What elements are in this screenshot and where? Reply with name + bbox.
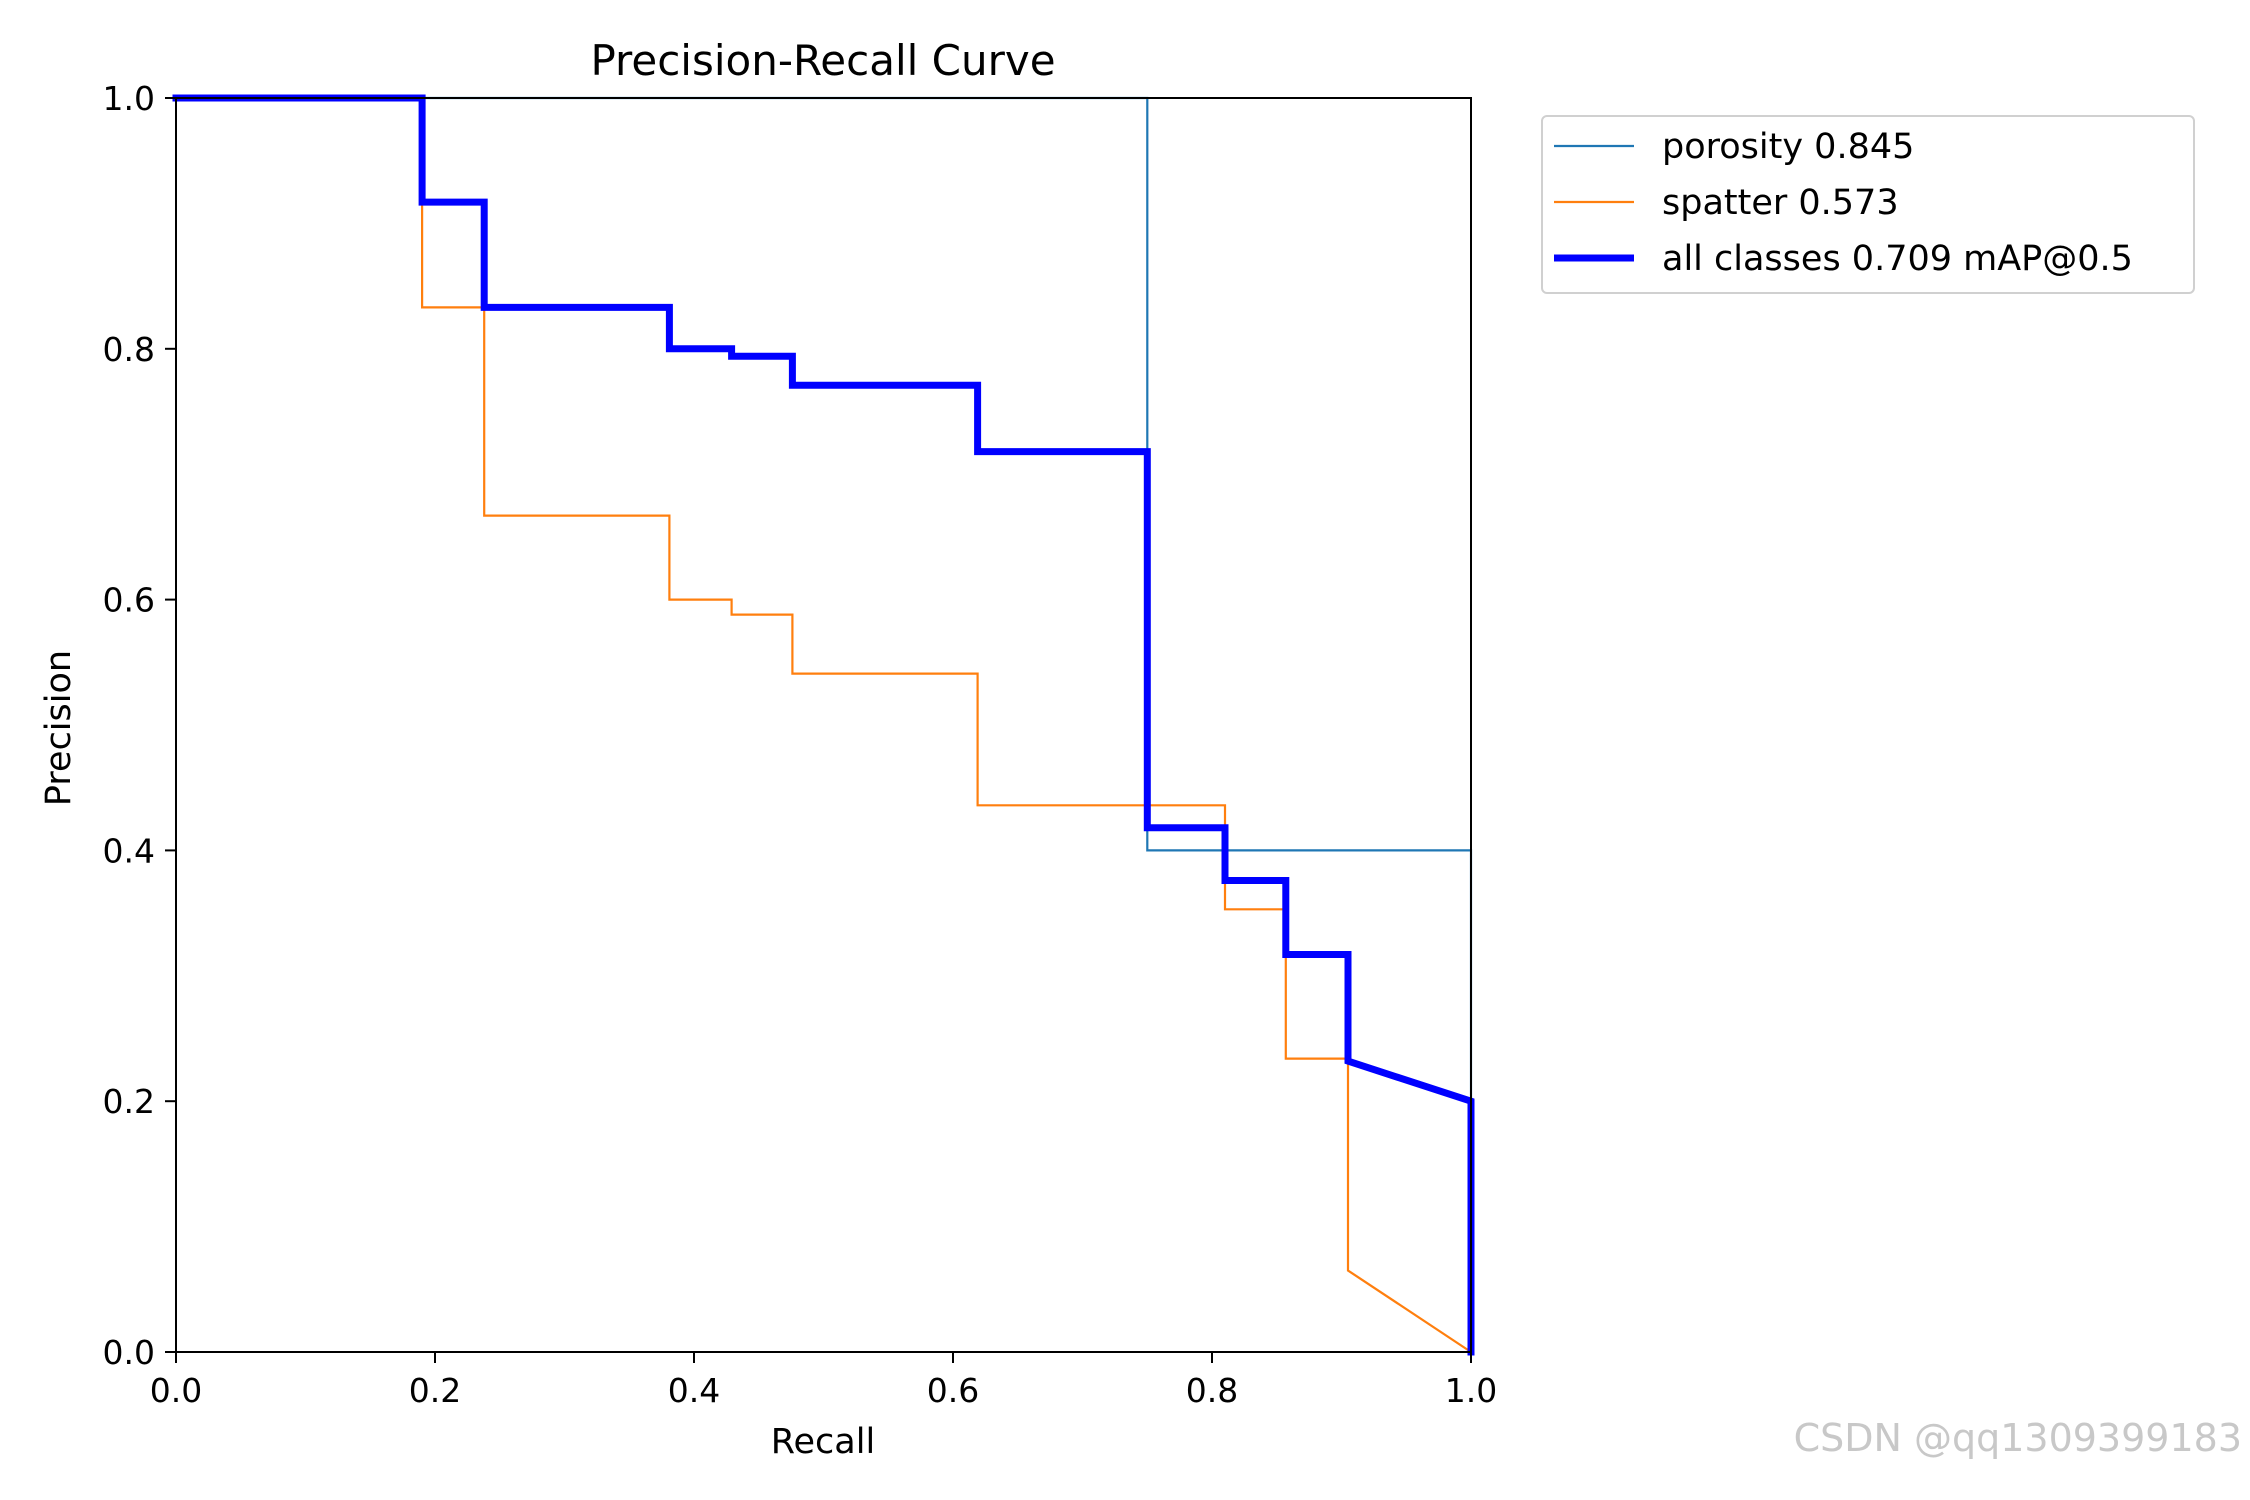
y-tick-label: 0.0 (103, 1333, 155, 1372)
axes-frame (175, 97, 1472, 1353)
chart-title: Precision-Recall Curve (590, 36, 1055, 85)
legend-label: porosity 0.845 (1662, 127, 1914, 167)
legend-label: spatter 0.573 (1662, 183, 1899, 223)
series-line-3 (172, 94, 1475, 1356)
x-tick-label: 0.6 (927, 1371, 979, 1410)
legend: porosity 0.845 spatter 0.573 all classes 0… (1541, 115, 2195, 294)
series-line-2 (174, 96, 1473, 1354)
series-line-1 (174, 96, 1473, 1354)
legend-box (1541, 115, 2195, 294)
x-tick-label: 0.4 (668, 1371, 720, 1410)
y-tick-label: 0.2 (103, 1082, 155, 1121)
x-tick-label: 0.2 (409, 1371, 461, 1410)
y-axis: 0.0 0.2 0.4 0.6 0.8 1.0 (103, 79, 176, 1372)
y-tick-label: 1.0 (103, 79, 155, 118)
y-tick-label: 0.6 (103, 581, 155, 620)
legend-label: all classes 0.709 mAP@0.5 (1662, 239, 2133, 279)
x-axis: 0.0 0.2 0.4 0.6 0.8 1.0 (150, 1352, 1497, 1410)
x-axis-label: Recall (771, 1422, 875, 1462)
y-axis-label: Precision (39, 650, 79, 806)
y-tick-label: 0.8 (103, 330, 155, 369)
y-tick-label: 0.4 (103, 831, 155, 870)
watermark: CSDN @qq1309399183 (1793, 1416, 2242, 1460)
x-tick-label: 0.8 (1186, 1371, 1238, 1410)
plot-area (172, 94, 1475, 1356)
x-tick-label: 0.0 (150, 1371, 202, 1410)
x-tick-label: 1.0 (1445, 1371, 1497, 1410)
